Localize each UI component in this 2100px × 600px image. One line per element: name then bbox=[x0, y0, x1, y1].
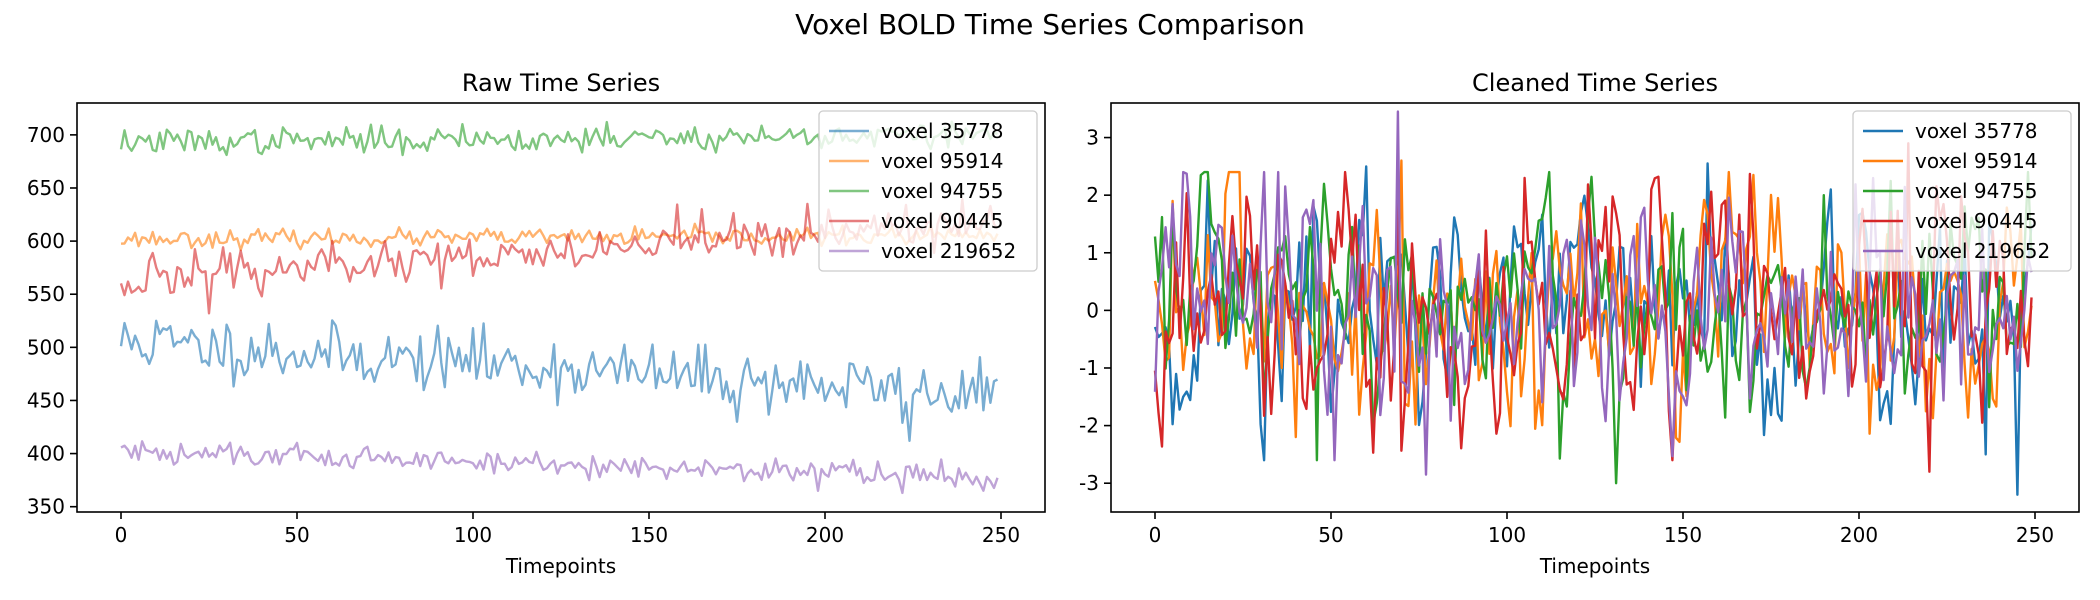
legend-label: voxel 90445 bbox=[1915, 209, 2038, 233]
x-tick-label: 50 bbox=[1318, 523, 1343, 547]
y-tick-label: 450 bbox=[27, 388, 65, 412]
legend-label: voxel 35778 bbox=[1915, 119, 2038, 143]
y-tick-label: 2 bbox=[1086, 183, 1099, 207]
raw-x-axis-label: Timepoints bbox=[505, 554, 616, 578]
raw-panel-title: Raw Time Series bbox=[462, 69, 660, 97]
cleaned-panel-title: Cleaned Time Series bbox=[1472, 69, 1718, 97]
series-line-voxel-219652 bbox=[1153, 110, 2033, 476]
raw-panel: Raw Time Series 0 50 100 150 200 250 350 400 450… bbox=[27, 69, 1046, 578]
y-tick-label: 0 bbox=[1086, 298, 1099, 322]
y-tick-label: 700 bbox=[27, 123, 65, 147]
x-tick-label: 250 bbox=[2016, 523, 2054, 547]
x-tick-label: 0 bbox=[1149, 523, 1162, 547]
legend-label: voxel 219652 bbox=[1915, 239, 2050, 263]
x-tick-label: 100 bbox=[454, 523, 492, 547]
cleaned-panel: Cleaned Time Series 0 50 100 150 200 250 -3 -2 -… bbox=[1079, 69, 2080, 578]
y-tick-label: 500 bbox=[27, 335, 65, 359]
legend-label: voxel 95914 bbox=[881, 149, 1004, 173]
legend-label: voxel 219652 bbox=[881, 239, 1016, 263]
x-tick-label: 50 bbox=[284, 523, 309, 547]
y-tick-label: 600 bbox=[27, 229, 65, 253]
x-tick-label: 100 bbox=[1488, 523, 1526, 547]
axes-frame bbox=[76, 102, 1046, 513]
y-tick-label: -2 bbox=[1079, 414, 1099, 438]
cleaned-x-axis-label: Timepoints bbox=[1539, 554, 1650, 578]
legend: voxel 35778 voxel 95914 voxel 94755 voxel 9… bbox=[818, 110, 1038, 272]
legend-label: voxel 95914 bbox=[1915, 149, 2038, 173]
y-tick-label: 3 bbox=[1086, 126, 1099, 150]
y-tick-label: -1 bbox=[1079, 356, 1099, 380]
x-tick-label: 0 bbox=[115, 523, 128, 547]
y-tick-label: 550 bbox=[27, 282, 65, 306]
y-tick-label: 1 bbox=[1086, 241, 1099, 265]
legend-label: voxel 94755 bbox=[881, 179, 1004, 203]
x-tick-label: 150 bbox=[1664, 523, 1702, 547]
y-tick-label: 400 bbox=[27, 442, 65, 466]
legend-label: voxel 90445 bbox=[881, 209, 1004, 233]
legend-label: voxel 94755 bbox=[1915, 179, 2038, 203]
series-line-voxel-35778 bbox=[119, 319, 999, 442]
figure-title: Voxel BOLD Time Series Comparison bbox=[795, 8, 1305, 41]
x-tick-label: 250 bbox=[982, 523, 1020, 547]
legend: voxel 35778 voxel 95914 voxel 94755 voxel 9… bbox=[1852, 110, 2072, 272]
x-tick-label: 200 bbox=[1840, 523, 1878, 547]
legend-label: voxel 35778 bbox=[881, 119, 1004, 143]
raw-plot-area: 0 50 100 150 200 250 350 400 450 500 550 600 650 700 v… bbox=[27, 102, 1046, 547]
axes-frame bbox=[1110, 102, 2080, 513]
series-line-voxel-219652 bbox=[120, 440, 999, 495]
y-tick-label: 350 bbox=[27, 495, 65, 519]
x-tick-label: 150 bbox=[630, 523, 668, 547]
y-tick-label: -3 bbox=[1079, 471, 1099, 495]
x-tick-label: 200 bbox=[806, 523, 844, 547]
y-tick-label: 650 bbox=[27, 176, 65, 200]
